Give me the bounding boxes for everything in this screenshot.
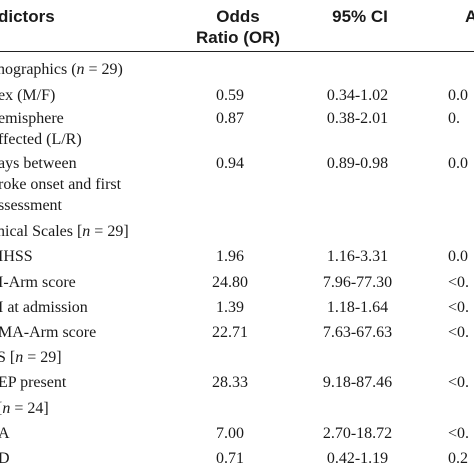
- predictor-label: I-Arm score: [0, 273, 168, 294]
- predictor-label: EP present: [0, 373, 168, 394]
- section-label-post: = 24]: [10, 400, 49, 417]
- header-rule: [0, 51, 474, 52]
- section-label-post: = 29]: [23, 349, 62, 366]
- predictor-label-line: D: [0, 450, 10, 467]
- section-label-post: = 29]: [90, 223, 129, 240]
- predictor-label-line: MA-Arm score: [0, 324, 97, 341]
- predictor-label-line: I at admission: [0, 299, 88, 316]
- p-value: 0.2: [448, 450, 468, 467]
- odds-ratio-value: 7.00: [216, 425, 244, 442]
- p-value: <0.: [448, 274, 470, 291]
- ci-value: 9.18-87.46: [322, 374, 393, 391]
- section-label-pre: [: [0, 400, 2, 417]
- predictor-label: emisphere ffected (L/R): [0, 109, 168, 151]
- predictor-label-line: ssessment: [0, 197, 62, 214]
- p-value: 0.: [448, 110, 460, 127]
- odds-ratio-value: 1.39: [216, 299, 244, 316]
- header-ci: 95% CI: [332, 7, 388, 26]
- section-label: nical Scales [n = 29]: [0, 222, 297, 242]
- section-n-var: n: [82, 223, 91, 240]
- predictor-label-line: EP present: [0, 374, 67, 391]
- predictor-label-line: I-Arm score: [0, 274, 76, 291]
- header-predictors: dictors: [0, 7, 55, 26]
- odds-ratio-value: 0.87: [216, 110, 244, 127]
- header-or-line2: Ratio (OR): [195, 28, 281, 47]
- predictor-label-line: ffected (L/R): [0, 131, 82, 148]
- section-n-var: n: [15, 349, 24, 366]
- section-label: nographics (n = 29): [0, 60, 297, 80]
- ci-value: 0.89-0.98: [326, 155, 389, 172]
- header-p: A: [465, 7, 474, 26]
- predictor-label: A: [0, 424, 168, 445]
- p-value: <0.: [448, 374, 470, 391]
- odds-ratio-value: 0.71: [216, 450, 244, 467]
- ci-value: 0.42-1.19: [326, 450, 389, 467]
- section-label-pre: S [: [0, 349, 16, 366]
- predictor-label: IHSS: [0, 247, 168, 268]
- section-label: [n = 24]: [0, 399, 297, 419]
- ci-value: 7.63-67.63: [322, 324, 393, 341]
- ci-value: 1.16-3.31: [326, 248, 389, 265]
- predictor-label-line: roke onset and first: [0, 176, 122, 193]
- ci-value: 1.18-1.64: [326, 299, 389, 316]
- predictor-label-line: A: [0, 425, 10, 442]
- section-label-pre: nical Scales [: [0, 223, 83, 240]
- ci-value: 0.38-2.01: [326, 110, 389, 127]
- odds-ratio-value: 0.94: [216, 155, 244, 172]
- predictor-label: D: [0, 449, 168, 470]
- section-label-post: = 29): [84, 61, 123, 78]
- p-value: <0.: [448, 299, 470, 316]
- p-value: <0.: [448, 324, 470, 341]
- ci-value: 0.34-1.02: [326, 87, 389, 104]
- predictor-label-line: emisphere: [0, 110, 64, 127]
- odds-ratio-value: 24.80: [212, 274, 248, 291]
- ci-value: 7.96-77.30: [322, 274, 393, 291]
- predictor-label-line: ays between: [0, 155, 77, 172]
- section-label-pre: nographics (: [0, 61, 77, 78]
- odds-ratio-value: 1.96: [216, 248, 244, 265]
- predictor-label: I at admission: [0, 298, 168, 319]
- p-value: 0.0: [448, 155, 468, 172]
- predictor-label: ex (M/F): [0, 86, 168, 107]
- odds-ratio-value: 0.59: [216, 87, 244, 104]
- predictor-label-line: IHSS: [0, 248, 33, 265]
- p-value: 0.0: [448, 248, 468, 265]
- section-label: S [n = 29]: [0, 348, 297, 368]
- p-value: <0.: [448, 425, 470, 442]
- predictor-label: MA-Arm score: [0, 323, 168, 344]
- section-n-var: n: [76, 61, 85, 78]
- odds-ratio-value: 28.33: [212, 374, 248, 391]
- section-n-var: n: [2, 400, 11, 417]
- odds-ratio-value: 22.71: [212, 324, 248, 341]
- table-header: dictors Odds Ratio (OR) 95% CI A: [0, 0, 474, 52]
- p-value: 0.0: [448, 87, 468, 104]
- predictor-label-line: ex (M/F): [0, 87, 56, 104]
- predictor-label: ays between roke onset and first ssessment: [0, 154, 168, 217]
- header-or-line1: Odds: [216, 7, 260, 26]
- ci-value: 2.70-18.72: [322, 425, 393, 442]
